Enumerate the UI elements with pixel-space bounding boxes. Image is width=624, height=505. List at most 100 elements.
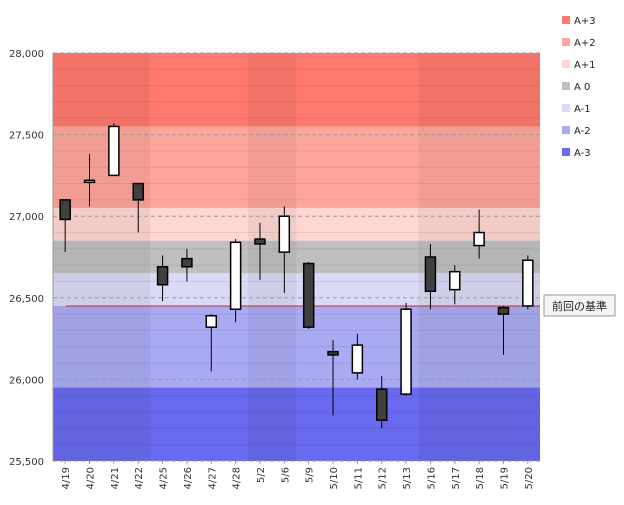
candle-body: [424, 256, 437, 293]
gridlines: [53, 52, 540, 462]
candle-body: [132, 182, 144, 201]
legend: A+3 A+2 A+1 A 0 A-1 A-2 A-3: [562, 16, 596, 159]
legend-label: A+1: [574, 60, 596, 71]
x-tick-label: 5/17: [451, 467, 462, 489]
candle-body: [59, 199, 71, 221]
legend-swatch: [562, 82, 570, 90]
x-tick-label: 5/19: [499, 467, 510, 489]
legend-item: A+1: [562, 60, 596, 71]
candle-4/25: [156, 255, 169, 302]
y-tick-label: 26,000: [9, 375, 44, 386]
legend-item: A-2: [562, 126, 591, 137]
candle-4/26: [181, 248, 193, 282]
candle-body: [497, 306, 510, 315]
x-tick-label: 4/25: [159, 467, 170, 489]
x-tick-label: 4/22: [134, 467, 145, 489]
zone-band: [53, 53, 540, 127]
reference-label: 前回の基準: [552, 299, 607, 313]
zone-band: [53, 387, 540, 461]
legend-swatch: [562, 38, 570, 46]
week-shade: [247, 53, 297, 461]
week-shading: [53, 53, 540, 461]
candle-body: [351, 344, 364, 374]
legend-label: A-3: [574, 148, 591, 159]
candle-body: [449, 270, 461, 291]
candle-5/13: [400, 302, 412, 396]
candle-body: [83, 179, 96, 184]
candle-body: [400, 308, 412, 395]
x-tick-label: 4/20: [86, 467, 97, 489]
candle-5/20: [522, 255, 534, 310]
y-tick-label: 28,000: [9, 49, 44, 60]
candle-5/6: [278, 206, 291, 293]
zone-band: [53, 305, 540, 388]
x-tick-label: 5/16: [426, 467, 437, 489]
candle-body: [229, 241, 242, 310]
x-tick-label: 5/13: [402, 467, 413, 489]
x-tick-label: 5/18: [475, 467, 486, 489]
x-tick-label: 5/10: [329, 467, 340, 489]
candle-5/17: [449, 265, 461, 305]
x-tick-label: 4/28: [232, 467, 243, 489]
zone-band: [53, 208, 540, 241]
y-tick-label: 25,500: [9, 457, 44, 468]
y-tick-label: 27,500: [9, 131, 44, 142]
y-axis: 25,500 26,000 26,500 27,000 27,500 28,000: [9, 49, 54, 468]
candle-body: [181, 257, 193, 268]
candle-4/28: [229, 239, 242, 323]
candle-5/11: [351, 333, 364, 380]
candle-5/2: [254, 222, 266, 280]
week-shade: [53, 53, 151, 461]
legend-item: A+3: [562, 16, 596, 27]
zone-band: [53, 240, 540, 274]
x-tick-label: 4/26: [183, 467, 194, 489]
candle-5/10: [327, 340, 339, 416]
x-tick-label: 5/12: [378, 467, 389, 489]
candles: [59, 123, 534, 429]
candle-4/20: [83, 154, 96, 207]
legend-swatch: [562, 60, 570, 68]
legend-swatch: [562, 104, 570, 112]
candle-body: [108, 125, 120, 177]
zone-bands: [53, 53, 540, 461]
x-tick-label: 4/19: [61, 467, 72, 489]
candle-4/21: [108, 123, 120, 177]
legend-label: A 0: [574, 82, 590, 93]
candle-5/12: [375, 376, 388, 429]
candle-body: [254, 238, 266, 245]
x-tick-label: 5/20: [524, 467, 535, 489]
x-tick-label: 5/2: [256, 467, 267, 483]
candle-body: [375, 388, 388, 421]
legend-label: A-1: [574, 104, 591, 115]
x-tick-label: 5/6: [280, 467, 291, 483]
candle-body: [522, 259, 534, 307]
x-axis: 4/19 4/20 4/21 4/22 4/25 4/26 4/27 4/28 5/2 5/6 5/…: [61, 461, 535, 489]
legend-label: A+2: [574, 38, 596, 49]
legend-item: A-1: [562, 104, 591, 115]
candle-5/19: [497, 305, 510, 355]
legend-swatch: [562, 148, 570, 156]
legend-label: A+3: [574, 16, 596, 27]
candle-body: [327, 350, 339, 356]
candle-4/19: [59, 199, 71, 253]
candle-body: [302, 262, 315, 328]
x-tick-label: 4/21: [110, 467, 121, 489]
candle-body: [156, 266, 169, 286]
candle-body: [278, 215, 291, 253]
candle-4/27: [205, 314, 218, 372]
legend-swatch: [562, 126, 570, 134]
candle-4/22: [132, 182, 144, 233]
reference-label-box: [543, 294, 616, 317]
legend-label: A-2: [574, 126, 591, 137]
legend-item: A-3: [562, 148, 591, 159]
candle-5/9: [302, 261, 315, 329]
x-tick-label: 5/9: [305, 467, 316, 483]
candle-body: [473, 231, 485, 247]
y-tick-label: 26,500: [9, 294, 44, 305]
legend-item: A 0: [562, 82, 590, 93]
legend-item: A+2: [562, 38, 596, 49]
candle-5/18: [473, 209, 485, 259]
y-tick-label: 27,000: [9, 212, 44, 223]
x-tick-label: 4/27: [207, 467, 218, 489]
